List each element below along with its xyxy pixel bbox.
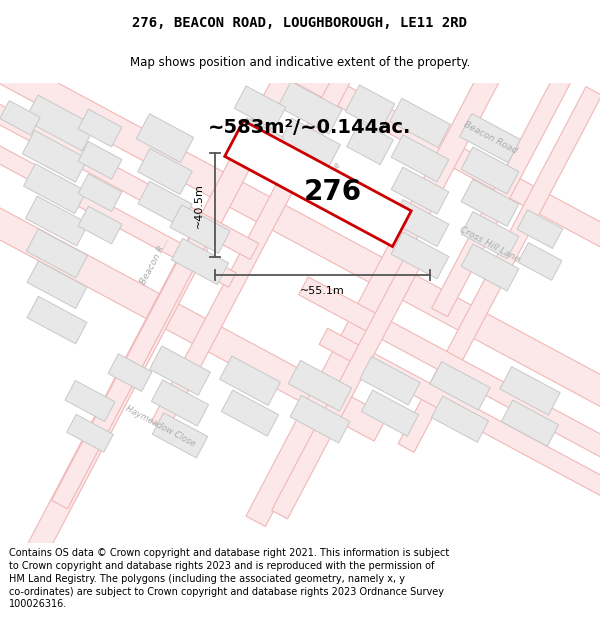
Polygon shape: [391, 135, 449, 182]
Polygon shape: [391, 199, 449, 246]
Polygon shape: [172, 238, 229, 284]
Polygon shape: [25, 95, 95, 151]
Polygon shape: [78, 109, 122, 147]
Polygon shape: [52, 232, 208, 509]
Polygon shape: [138, 181, 192, 226]
Polygon shape: [280, 119, 340, 168]
Polygon shape: [0, 179, 388, 441]
Polygon shape: [347, 122, 394, 164]
Polygon shape: [502, 400, 559, 446]
Polygon shape: [78, 174, 122, 211]
Polygon shape: [389, 98, 451, 148]
Text: ~583m²/~0.144ac.: ~583m²/~0.144ac.: [208, 119, 412, 138]
Polygon shape: [21, 0, 369, 567]
Polygon shape: [280, 154, 340, 202]
Polygon shape: [138, 149, 192, 194]
Polygon shape: [151, 380, 209, 426]
Polygon shape: [0, 101, 40, 135]
Text: Map shows position and indicative extent of the property.: Map shows position and indicative extent…: [130, 56, 470, 69]
Polygon shape: [221, 390, 278, 436]
Polygon shape: [461, 244, 519, 291]
Text: Haymeadow Close: Haymeadow Close: [124, 404, 196, 448]
Polygon shape: [65, 381, 115, 421]
Polygon shape: [319, 328, 600, 534]
Polygon shape: [246, 0, 594, 526]
Polygon shape: [0, 78, 259, 259]
Text: ~55.1m: ~55.1m: [300, 286, 345, 296]
Polygon shape: [460, 114, 520, 162]
Polygon shape: [398, 87, 600, 452]
Polygon shape: [461, 212, 519, 259]
Polygon shape: [290, 396, 350, 443]
Polygon shape: [67, 414, 113, 452]
Polygon shape: [151, 0, 449, 431]
Text: Beacon Road: Beacon Road: [462, 120, 518, 156]
Polygon shape: [136, 114, 194, 162]
Polygon shape: [27, 296, 87, 344]
Text: Beacon Road: Beacon Road: [242, 131, 298, 166]
Polygon shape: [26, 229, 88, 278]
Polygon shape: [500, 367, 560, 415]
Polygon shape: [431, 396, 488, 442]
Polygon shape: [360, 356, 420, 405]
Polygon shape: [278, 81, 342, 134]
Polygon shape: [220, 356, 280, 406]
Polygon shape: [0, 3, 600, 455]
Text: 276: 276: [304, 177, 362, 206]
Polygon shape: [391, 167, 449, 214]
Polygon shape: [236, 118, 284, 158]
Text: Hill Lane: Hill Lane: [317, 161, 343, 197]
Text: Beacon R...: Beacon R...: [139, 237, 171, 286]
Polygon shape: [461, 179, 519, 226]
Polygon shape: [518, 242, 562, 280]
Polygon shape: [234, 86, 286, 129]
Text: Contains OS data © Crown copyright and database right 2021. This information is : Contains OS data © Crown copyright and d…: [9, 548, 449, 609]
Polygon shape: [170, 205, 230, 253]
Polygon shape: [345, 85, 395, 131]
Polygon shape: [26, 196, 88, 246]
Polygon shape: [431, 41, 589, 317]
Polygon shape: [0, 131, 236, 288]
Polygon shape: [391, 232, 449, 279]
Polygon shape: [461, 147, 519, 194]
Polygon shape: [108, 354, 152, 391]
Polygon shape: [23, 164, 86, 214]
Polygon shape: [288, 361, 352, 411]
Polygon shape: [149, 346, 211, 395]
Polygon shape: [361, 390, 419, 436]
Polygon shape: [299, 277, 600, 484]
Polygon shape: [152, 412, 208, 458]
Text: 276, BEACON ROAD, LOUGHBOROUGH, LE11 2RD: 276, BEACON ROAD, LOUGHBOROUGH, LE11 2RD: [133, 16, 467, 30]
Polygon shape: [22, 131, 88, 182]
Polygon shape: [214, 20, 600, 277]
Text: Cross Hill Lane: Cross Hill Lane: [458, 224, 521, 264]
Polygon shape: [225, 121, 411, 246]
Polygon shape: [517, 210, 563, 248]
Polygon shape: [78, 141, 122, 179]
Text: ~40.5m: ~40.5m: [194, 183, 204, 228]
Polygon shape: [272, 242, 428, 519]
Polygon shape: [27, 261, 87, 309]
Polygon shape: [78, 206, 122, 244]
Polygon shape: [430, 362, 490, 410]
